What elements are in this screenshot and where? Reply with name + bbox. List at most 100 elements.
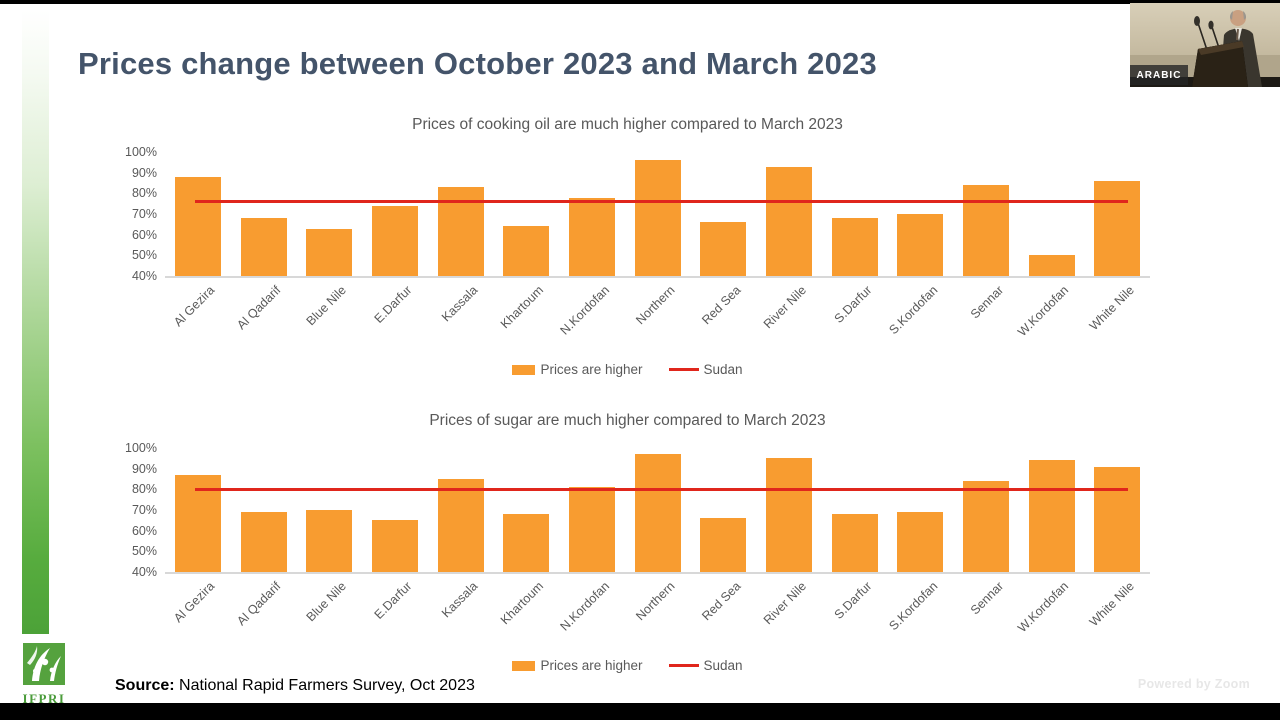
x-category-label: Blue Nile bbox=[303, 283, 350, 329]
speaker-at-podium-icon bbox=[1130, 3, 1280, 87]
bar-sennar bbox=[962, 481, 1009, 572]
top-letterbox-bar bbox=[0, 0, 1280, 4]
y-tick-label: 80% bbox=[131, 482, 157, 497]
legend-item: Sudan bbox=[668, 658, 743, 673]
bar-slot bbox=[296, 152, 362, 276]
x-category-label: Kassala bbox=[439, 579, 481, 621]
bar-slot bbox=[559, 448, 625, 572]
bar-slot bbox=[428, 448, 494, 572]
x-category-label: S.Kordofan bbox=[885, 579, 941, 634]
bar-white-nile bbox=[1094, 466, 1141, 572]
bar-al-qadarif bbox=[240, 512, 287, 572]
bar-slot bbox=[1019, 152, 1085, 276]
x-category-label: Al Gezira bbox=[171, 579, 218, 626]
x-category-label: Northern bbox=[633, 283, 678, 328]
bar-slot bbox=[362, 152, 428, 276]
bar-slot bbox=[690, 448, 756, 572]
bar-slot bbox=[756, 152, 822, 276]
bar-northern bbox=[634, 160, 681, 276]
chart-title-cooking-oil: Prices of cooking oil are much higher co… bbox=[412, 116, 843, 133]
x-category-label: Khartoum bbox=[497, 579, 547, 628]
bar-khartoum bbox=[503, 226, 550, 276]
bar-river-nile bbox=[765, 458, 812, 572]
bar-slot bbox=[362, 448, 428, 572]
bar-s-kordofan bbox=[897, 214, 944, 276]
ifpri-logo-text: IFPRI bbox=[22, 691, 66, 706]
bar-e-darfur bbox=[371, 205, 418, 276]
bar-slot bbox=[1019, 448, 1085, 572]
bar-kassala bbox=[437, 479, 484, 572]
x-category-label: S.Kordofan bbox=[885, 283, 941, 338]
legend-item: Prices are higher bbox=[512, 362, 643, 377]
bar-red-sea bbox=[700, 518, 747, 572]
bar-slot bbox=[887, 448, 953, 572]
bar-slot bbox=[428, 152, 494, 276]
bar-red-sea bbox=[700, 222, 747, 276]
bar-sennar bbox=[962, 185, 1009, 276]
legend-item: Prices are higher bbox=[512, 658, 643, 673]
y-tick-label: 50% bbox=[131, 544, 157, 559]
plot-area bbox=[165, 152, 1150, 278]
legend-line-swatch-icon bbox=[668, 368, 699, 371]
bar-al-gezira bbox=[174, 176, 221, 276]
y-axis-labels: 100% 90% 80% 70% 60% 50% 40% bbox=[105, 145, 157, 283]
bar-slot bbox=[493, 152, 559, 276]
language-badge: ARABIC bbox=[1130, 65, 1188, 85]
bar-slot bbox=[822, 152, 888, 276]
x-category-label: N.Kordofan bbox=[557, 283, 612, 338]
bar-slot bbox=[231, 152, 297, 276]
legend-bar-swatch-icon bbox=[512, 660, 536, 671]
y-tick-label: 60% bbox=[131, 523, 157, 538]
x-category-label: River Nile bbox=[760, 579, 809, 628]
chart-sugar: Prices of sugar are much higher compared… bbox=[105, 408, 1150, 700]
x-category-label: E.Darfur bbox=[371, 283, 415, 326]
x-category-label: Al Qadarif bbox=[234, 283, 284, 333]
legend-label: Prices are higher bbox=[540, 362, 643, 377]
x-category-label: Al Gezira bbox=[171, 283, 218, 330]
y-tick-label: 50% bbox=[131, 248, 157, 263]
bar-slot bbox=[756, 448, 822, 572]
bar-s-kordofan bbox=[897, 512, 944, 572]
sudan-average-line bbox=[195, 487, 1128, 491]
y-tick-label: 100% bbox=[125, 441, 157, 455]
x-category-label: Al Qadarif bbox=[234, 579, 284, 629]
sidebar-accent-bar bbox=[22, 10, 49, 634]
bar-white-nile bbox=[1094, 180, 1141, 276]
bar-w-kordofan bbox=[1028, 460, 1075, 572]
bar-slot bbox=[165, 152, 231, 276]
bar-slot bbox=[1084, 448, 1150, 572]
bar-slot bbox=[625, 152, 691, 276]
x-category-label: River Nile bbox=[760, 283, 809, 332]
bar-slot bbox=[493, 448, 559, 572]
legend-bar-swatch-icon bbox=[512, 364, 536, 375]
bar-n-kordofan bbox=[568, 197, 615, 276]
x-category-label: N.Kordofan bbox=[557, 579, 612, 634]
legend-label: Prices are higher bbox=[540, 658, 643, 673]
bar-n-kordofan bbox=[568, 487, 615, 572]
video-thumbnail[interactable]: ARABIC bbox=[1130, 3, 1280, 87]
y-tick-label: 90% bbox=[131, 461, 157, 476]
page-title: Prices change between October 2023 and M… bbox=[78, 46, 877, 81]
x-category-label: S.Darfur bbox=[831, 283, 875, 326]
bar-s-darfur bbox=[831, 514, 878, 572]
source-label: Source: bbox=[115, 677, 175, 694]
x-category-label: Sennar bbox=[967, 283, 1006, 322]
x-category-label: Sennar bbox=[967, 579, 1006, 618]
x-category-label: Northern bbox=[633, 579, 678, 624]
bar-slot bbox=[953, 448, 1019, 572]
y-tick-label: 60% bbox=[131, 227, 157, 242]
x-category-label: W.Kordofan bbox=[1015, 283, 1072, 340]
y-tick-label: 40% bbox=[131, 269, 157, 283]
x-category-label: S.Darfur bbox=[831, 579, 875, 622]
source-note: Source: National Rapid Farmers Survey, O… bbox=[115, 677, 475, 695]
legend-label: Sudan bbox=[703, 362, 743, 377]
bar-series bbox=[165, 448, 1150, 572]
chart-legend: Prices are higher Sudan bbox=[105, 362, 1150, 377]
x-category-label: W.Kordofan bbox=[1015, 579, 1072, 636]
x-category-label: Red Sea bbox=[698, 283, 744, 328]
x-category-label: Blue Nile bbox=[303, 579, 350, 625]
bar-slot bbox=[822, 448, 888, 572]
zoom-watermark: Powered by Zoom bbox=[1137, 677, 1250, 691]
bar-al-gezira bbox=[174, 474, 221, 572]
